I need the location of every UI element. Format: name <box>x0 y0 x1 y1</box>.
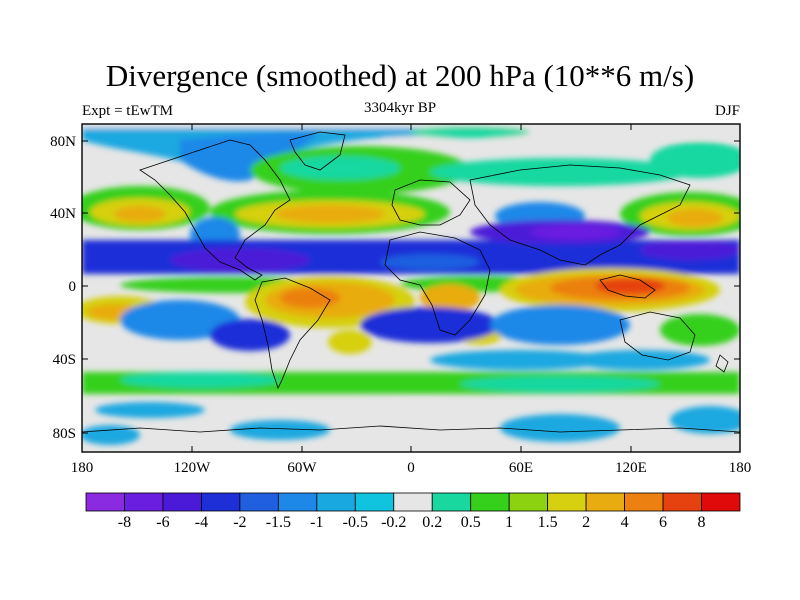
colorbar-label: 2 <box>582 514 590 531</box>
lat-tick-label: 40N <box>50 206 76 222</box>
lat-tick-label: 0 <box>69 279 77 295</box>
colorbar-swatch <box>162 492 202 512</box>
contour-field <box>82 124 740 452</box>
colorbar-label: 4 <box>621 514 629 531</box>
colorbar-label: -0.5 <box>343 514 368 531</box>
colorbar-label: -0.2 <box>381 514 406 531</box>
colorbar-label: 1 <box>505 514 513 531</box>
coastlines <box>82 131 740 433</box>
colorbar-swatch <box>470 492 510 512</box>
axis-ticks: 80N 40N 0 40S 80S 180 120W 60W 0 60E 120E 180 <box>50 124 751 476</box>
colorbar-swatch <box>431 492 472 512</box>
colorbar-label: 0.5 <box>461 514 481 531</box>
colorbar-swatch <box>239 492 279 512</box>
colorbar-label: 0.2 <box>422 514 442 531</box>
lon-tick-label: 0 <box>407 460 415 476</box>
time-label: 3304kyr BP <box>363 100 437 116</box>
colorbar-label: -4 <box>195 514 208 531</box>
colorbar-swatch <box>547 492 587 512</box>
lon-tick-label: 120W <box>174 460 212 476</box>
colorbar-label: 1.5 <box>538 514 558 531</box>
colorbar-swatch <box>316 492 356 512</box>
colorbar-swatch <box>701 492 741 512</box>
colorbar-label: -6 <box>156 514 169 531</box>
colorbar-swatch <box>662 492 702 512</box>
season-label: DJF <box>714 103 740 119</box>
colorbar-swatch <box>85 492 125 512</box>
colorbar-label: -1 <box>310 514 323 531</box>
colorbar-label: 8 <box>698 514 706 531</box>
lon-tick-label: 180 <box>729 460 752 476</box>
lat-tick-label: 80S <box>53 426 76 442</box>
colorbar-swatch <box>354 492 395 512</box>
colorbar-label: -1.5 <box>266 514 291 531</box>
lat-tick-label: 80N <box>50 134 76 150</box>
colorbar: -8 -6 -4 -2 -1.5 -1 -0.5 -0.2 0.2 0.5 1 1.5 2 4 6 8 <box>85 492 741 531</box>
colorbar-label: -8 <box>118 514 131 531</box>
lon-tick-label: 60W <box>287 460 317 476</box>
lon-tick-label: 60E <box>509 460 533 476</box>
plot-title: Divergence (smoothed) at 200 hPa (10**6 … <box>105 58 695 93</box>
experiment-label: Expt = tEwTM <box>82 103 173 119</box>
colorbar-swatch <box>277 492 318 512</box>
lon-tick-label: 120E <box>615 460 647 476</box>
colorbar-swatch <box>124 492 164 512</box>
lat-tick-label: 40S <box>53 352 76 368</box>
colorbar-label: -2 <box>233 514 246 531</box>
colorbar-swatch <box>585 492 625 512</box>
colorbar-swatch <box>508 492 549 512</box>
colorbar-swatch <box>201 492 241 512</box>
colorbar-swatch <box>393 492 433 512</box>
lon-tick-label: 180 <box>71 460 94 476</box>
colorbar-swatch <box>624 492 664 512</box>
colorbar-label: 6 <box>659 514 667 531</box>
